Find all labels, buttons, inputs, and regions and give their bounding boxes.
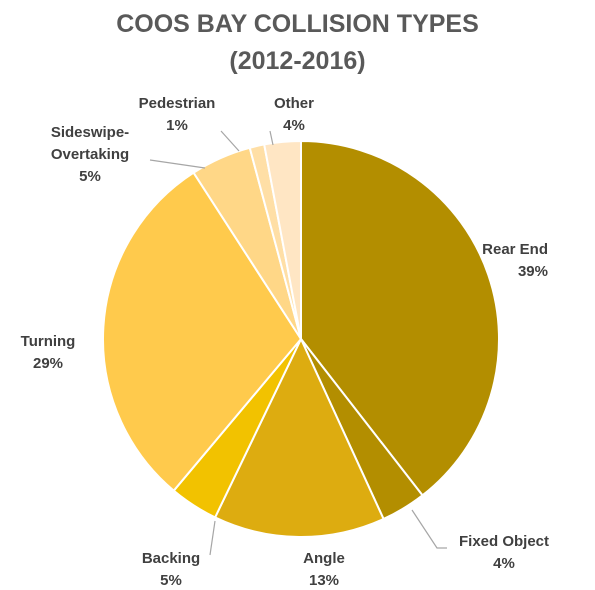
chart-title: COOS BAY COLLISION TYPES [116,10,479,38]
slice-value-sideswipe-overtaking: 5% [79,168,101,185]
slice-label-backing: Backing 5% [142,550,200,589]
leader-line-fixed-object [411,509,447,549]
leader-line-other [269,130,274,146]
slice-value-turning: 29% [33,355,63,372]
slice-value-angle: 13% [309,572,339,589]
slice-value-pedestrian: 1% [166,117,188,134]
pie-slice-rear-end [300,139,500,497]
chart-subtitle: (2012-2016) [229,47,366,75]
pie-slice-turning [101,171,303,493]
slice-label-fixed-object: Fixed Object 4% [459,533,549,572]
leader-line-backing [209,520,216,556]
pie-slice-other [263,139,302,340]
slice-label-angle: Angle 13% [303,550,345,589]
slice-value-other: 4% [283,117,305,134]
slice-value-backing: 5% [160,572,182,589]
slice-label-sideswipe-overtaking: Sideswipe-Overtaking 5% [51,124,129,185]
slice-label-pedestrian: Pedestrian 1% [139,95,216,134]
pie-slice-angle [213,336,385,538]
slice-label-turning: Turning 29% [21,333,76,372]
slice-label-other: Other 4% [274,95,314,134]
leader-line-pedestrian [220,130,240,152]
slice-label-rear-end: Rear End 39% [482,241,548,280]
slice-value-rear-end: 39% [518,263,548,280]
slice-value-fixed-object: 4% [493,555,515,572]
leader-line-sideswipe-overtaking [149,159,206,169]
